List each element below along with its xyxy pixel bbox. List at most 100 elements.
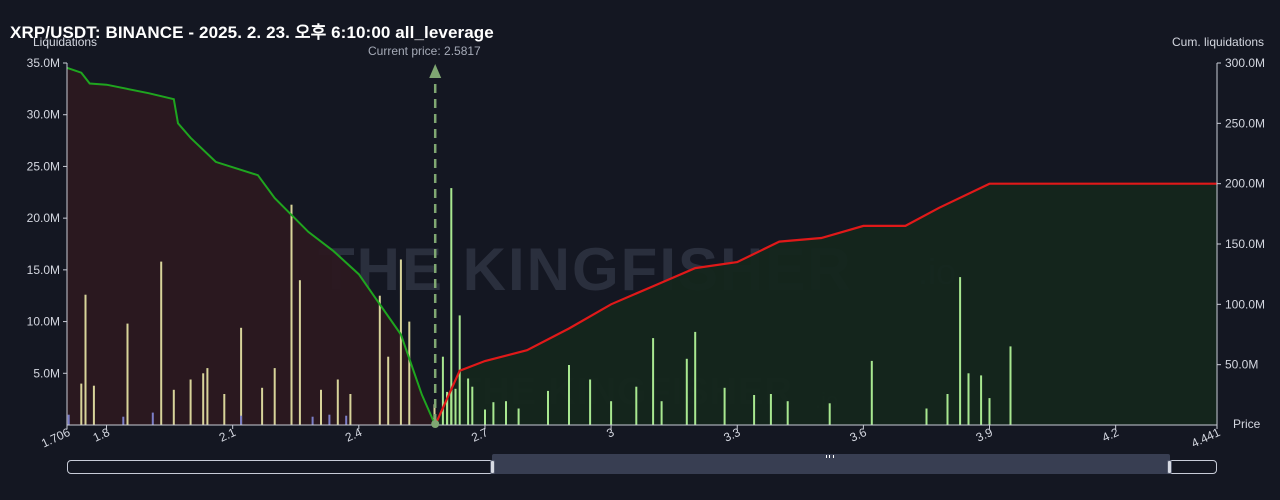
liquidation-bar: [298, 280, 301, 425]
x-tick-label: 3.6: [848, 425, 869, 445]
chart-title: XRP/USDT: BINANCE - 2025. 2. 23. 오후 6:10…: [10, 23, 494, 42]
x-tick-label: 2.4: [343, 425, 364, 445]
long-cumulative-line: [66, 66, 437, 426]
liquidation-bar: [685, 358, 688, 425]
liquidation-bar: [454, 388, 457, 425]
liquidation-bar: [959, 277, 962, 425]
y-right-tick-label: 50.0M: [1225, 358, 1258, 372]
y-right-tick-label: 300.0M: [1225, 56, 1265, 70]
liquidation-bar: [467, 378, 470, 425]
liquidation-bar: [988, 398, 991, 425]
price-axis-label: Price: [1233, 417, 1261, 431]
liquidation-bar: [399, 259, 402, 425]
liquidation-bar: [336, 379, 339, 425]
liquidation-bar: [67, 414, 70, 425]
current-price-label: Current price: 2.5817: [368, 44, 481, 58]
right-axis-label: Cum. liquidations: [1172, 35, 1265, 49]
liquidation-bar: [660, 401, 663, 425]
liquidation-bar: [980, 375, 983, 425]
y-left-tick-label: 15.0M: [27, 263, 60, 277]
liquidation-bar: [408, 321, 411, 425]
liquidation-bar: [694, 331, 697, 425]
y-left-tick-label: 25.0M: [27, 159, 60, 173]
liquidation-bar: [589, 379, 592, 425]
y-left-tick-label: 10.0M: [27, 315, 60, 329]
liquidation-bar: [92, 385, 95, 425]
liquidation-bar: [786, 401, 789, 425]
liquidation-bar: [484, 409, 486, 425]
current-price-arrow-icon: [429, 64, 442, 78]
x-tick-label: 3: [604, 425, 616, 441]
liquidation-bar: [349, 394, 352, 425]
left-axis-label: Liquidations: [33, 35, 98, 49]
liquidation-bar: [290, 204, 293, 425]
liquidation-bar: [946, 394, 949, 425]
y-right-tick-label: 250.0M: [1225, 116, 1265, 130]
x-tick-label: 2.7: [469, 425, 490, 445]
liquidation-bar: [126, 323, 129, 425]
liquidation-bar: [328, 414, 331, 425]
y-left-tick-label: 20.0M: [27, 211, 60, 225]
liquidation-bar: [505, 401, 507, 425]
y-left-tick-label: 35.0M: [27, 56, 60, 70]
liquidation-bar: [441, 356, 444, 425]
liquidation-bar: [240, 327, 243, 425]
x-tick-label: 2.1: [217, 425, 238, 445]
liquidation-bar: [160, 261, 163, 425]
range-right-handle[interactable]: [1167, 460, 1172, 474]
y-right-tick-label: 100.0M: [1225, 297, 1265, 311]
liquidation-bar: [450, 188, 453, 425]
x-tick-label: 4.441: [1189, 425, 1222, 450]
liquidation-bar: [652, 338, 655, 425]
range-left-handle[interactable]: [490, 460, 495, 474]
liquidation-bar: [261, 387, 264, 425]
liquidation-bar: [387, 356, 390, 425]
liquidation-bar: [753, 395, 756, 425]
liquidation-bar: [240, 415, 243, 425]
liquidation-bar: [568, 365, 570, 425]
x-tick-label: 4.2: [1100, 425, 1121, 445]
range-selector-thumb[interactable]: [492, 454, 1170, 474]
x-tick-label: 1.8: [91, 425, 112, 445]
long-cumulative-area: [67, 67, 436, 426]
range-grip-icon[interactable]: [826, 455, 834, 458]
x-tick-label: 3.3: [721, 425, 742, 445]
y-left-tick-label: 30.0M: [27, 108, 60, 122]
liquidation-bar: [723, 387, 726, 425]
y-right-tick-label: 200.0M: [1225, 177, 1265, 191]
liquidation-bar: [967, 373, 970, 425]
liquidation-bar: [378, 295, 381, 425]
liquidation-bar: [223, 394, 226, 425]
x-tick-label: 1.706: [39, 425, 72, 450]
liquidation-bar: [517, 408, 520, 425]
short-cumulative-area: [435, 183, 1217, 425]
liquidation-bar: [635, 386, 638, 425]
liquidation-bar: [202, 373, 205, 425]
liquidation-bar: [492, 402, 495, 425]
y-right-tick-label: 150.0M: [1225, 237, 1265, 251]
liquidation-bar: [769, 394, 772, 425]
current-price-dot: [431, 420, 440, 428]
liquidation-bar: [446, 391, 449, 425]
liquidation-bar: [925, 408, 928, 425]
liquidation-bar: [206, 368, 209, 425]
liquidation-chart[interactable]: THE KINGFISHER.ioTHE KINGFISHER.io 5.0M1…: [0, 0, 1280, 450]
liquidation-bar: [273, 368, 276, 425]
liquidation-bar: [84, 294, 87, 425]
liquidation-bar: [311, 416, 314, 425]
liquidation-bar: [320, 389, 322, 425]
liquidation-bar: [80, 383, 83, 425]
liquidation-bar: [1009, 346, 1012, 425]
x-tick-label: 3.9: [974, 425, 995, 445]
liquidation-bar: [172, 389, 175, 425]
liquidation-bar: [122, 416, 125, 425]
liquidation-bar: [151, 412, 154, 425]
liquidation-bar: [870, 360, 873, 425]
short-cumulative-line: [434, 182, 1217, 426]
liquidation-bar: [828, 403, 831, 425]
liquidation-bar: [189, 379, 192, 425]
liquidation-bar: [345, 415, 348, 425]
liquidation-bar: [610, 401, 613, 425]
liquidation-bar: [471, 386, 474, 425]
liquidation-bar: [547, 390, 549, 425]
